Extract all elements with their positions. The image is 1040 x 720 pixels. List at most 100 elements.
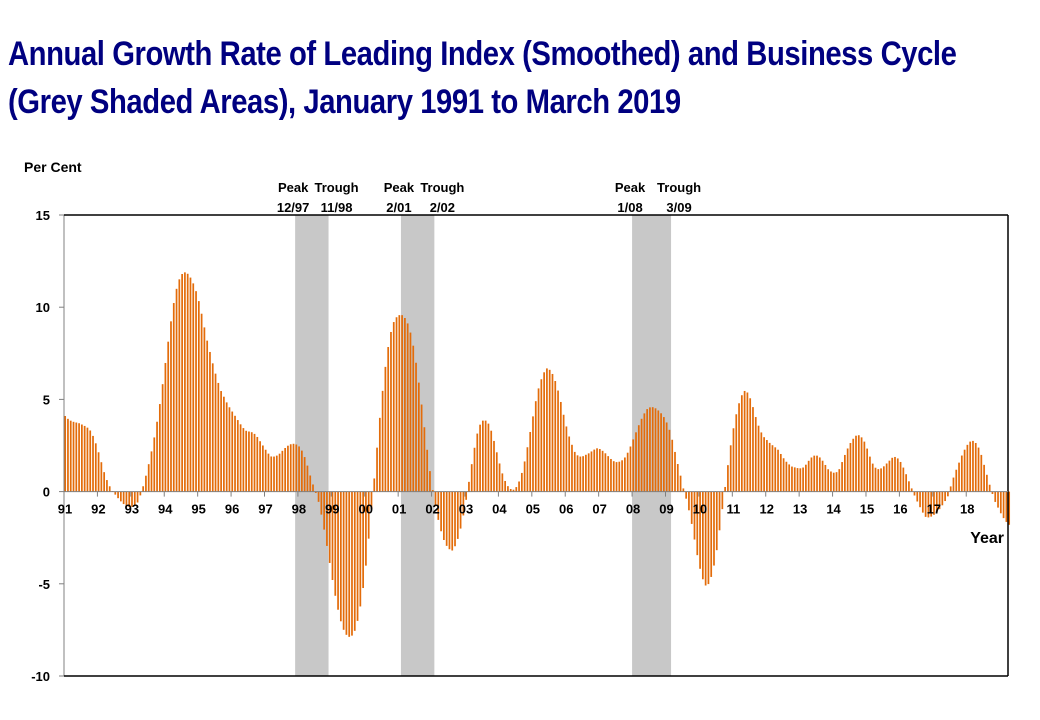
bar xyxy=(468,481,470,492)
trough-date-label: 3/09 xyxy=(666,200,691,215)
bar xyxy=(732,428,735,492)
bar xyxy=(526,447,529,492)
bar xyxy=(331,491,334,580)
bar xyxy=(796,468,799,492)
bar xyxy=(434,491,437,507)
bar xyxy=(72,421,75,492)
bar xyxy=(624,457,626,492)
bar xyxy=(802,467,804,492)
bar xyxy=(846,448,849,492)
bar xyxy=(147,464,150,492)
bar xyxy=(287,445,289,492)
bar xyxy=(763,437,765,492)
bar xyxy=(610,458,612,492)
bar xyxy=(94,443,97,492)
bar xyxy=(362,491,364,589)
y-tick-label: 10 xyxy=(36,300,50,315)
bar xyxy=(412,345,415,492)
bar xyxy=(818,457,821,492)
bar xyxy=(598,449,601,492)
bar xyxy=(523,461,526,492)
bar xyxy=(367,491,370,539)
bar xyxy=(997,491,999,508)
bar xyxy=(559,401,562,492)
bar xyxy=(579,456,582,492)
bar xyxy=(131,491,133,507)
x-tick-label: 98 xyxy=(292,502,306,517)
bar xyxy=(431,490,434,492)
bar xyxy=(679,475,682,492)
bar xyxy=(532,416,534,492)
bar xyxy=(880,468,882,492)
bar xyxy=(743,390,746,492)
x-tick-label: 18 xyxy=(960,502,974,517)
bar xyxy=(635,432,637,492)
bar xyxy=(590,451,593,492)
bar xyxy=(128,491,131,508)
bar xyxy=(404,318,406,492)
bar xyxy=(548,369,551,492)
bar xyxy=(534,401,537,492)
bar xyxy=(387,347,390,492)
bar xyxy=(972,440,974,492)
bar xyxy=(103,472,106,492)
bar xyxy=(86,427,89,492)
bar xyxy=(740,395,743,492)
bar xyxy=(220,391,222,492)
bar xyxy=(788,464,791,492)
bar xyxy=(701,491,704,580)
bar xyxy=(824,464,827,492)
bar xyxy=(192,283,195,492)
bar xyxy=(537,388,540,492)
x-tick-label: 12 xyxy=(760,502,774,517)
x-tick-label: 17 xyxy=(927,502,941,517)
bar xyxy=(465,491,468,500)
x-tick-label: 96 xyxy=(225,502,239,517)
bar xyxy=(501,473,504,492)
bar xyxy=(676,464,679,492)
bar xyxy=(381,390,384,492)
bar xyxy=(816,455,818,492)
bar xyxy=(409,332,412,492)
bar xyxy=(896,458,899,492)
bar xyxy=(752,407,754,492)
bar xyxy=(754,417,757,492)
bar xyxy=(894,456,896,492)
x-tick-label: 93 xyxy=(125,502,139,517)
bar xyxy=(999,491,1002,514)
bar xyxy=(827,469,830,492)
bar xyxy=(150,451,153,492)
bar xyxy=(292,443,295,492)
bar xyxy=(81,424,83,492)
y-axis-title: Per Cent xyxy=(24,159,82,175)
bar xyxy=(186,273,189,492)
x-tick-label: 14 xyxy=(826,502,841,517)
bar xyxy=(746,392,749,492)
bar xyxy=(373,478,376,492)
bar xyxy=(543,372,545,492)
bar xyxy=(164,362,167,492)
bar xyxy=(557,390,559,492)
bar xyxy=(520,472,523,492)
bar xyxy=(323,491,325,530)
x-axis-title: Year xyxy=(970,530,1004,547)
x-tick-label: 95 xyxy=(191,502,205,517)
x-tick-label: 11 xyxy=(726,502,740,517)
bar xyxy=(359,491,362,607)
bar xyxy=(760,432,763,492)
bar xyxy=(779,453,782,492)
bar xyxy=(200,313,203,492)
bar xyxy=(448,491,451,550)
bar xyxy=(515,487,518,492)
bar xyxy=(718,491,721,531)
bar xyxy=(966,444,969,492)
bar xyxy=(328,491,331,563)
bar xyxy=(963,449,966,492)
bar xyxy=(445,491,448,546)
bar xyxy=(1005,491,1008,522)
bar xyxy=(944,491,946,502)
bar xyxy=(626,452,629,492)
bar xyxy=(573,451,576,492)
bar xyxy=(707,491,710,585)
bar xyxy=(314,491,317,493)
